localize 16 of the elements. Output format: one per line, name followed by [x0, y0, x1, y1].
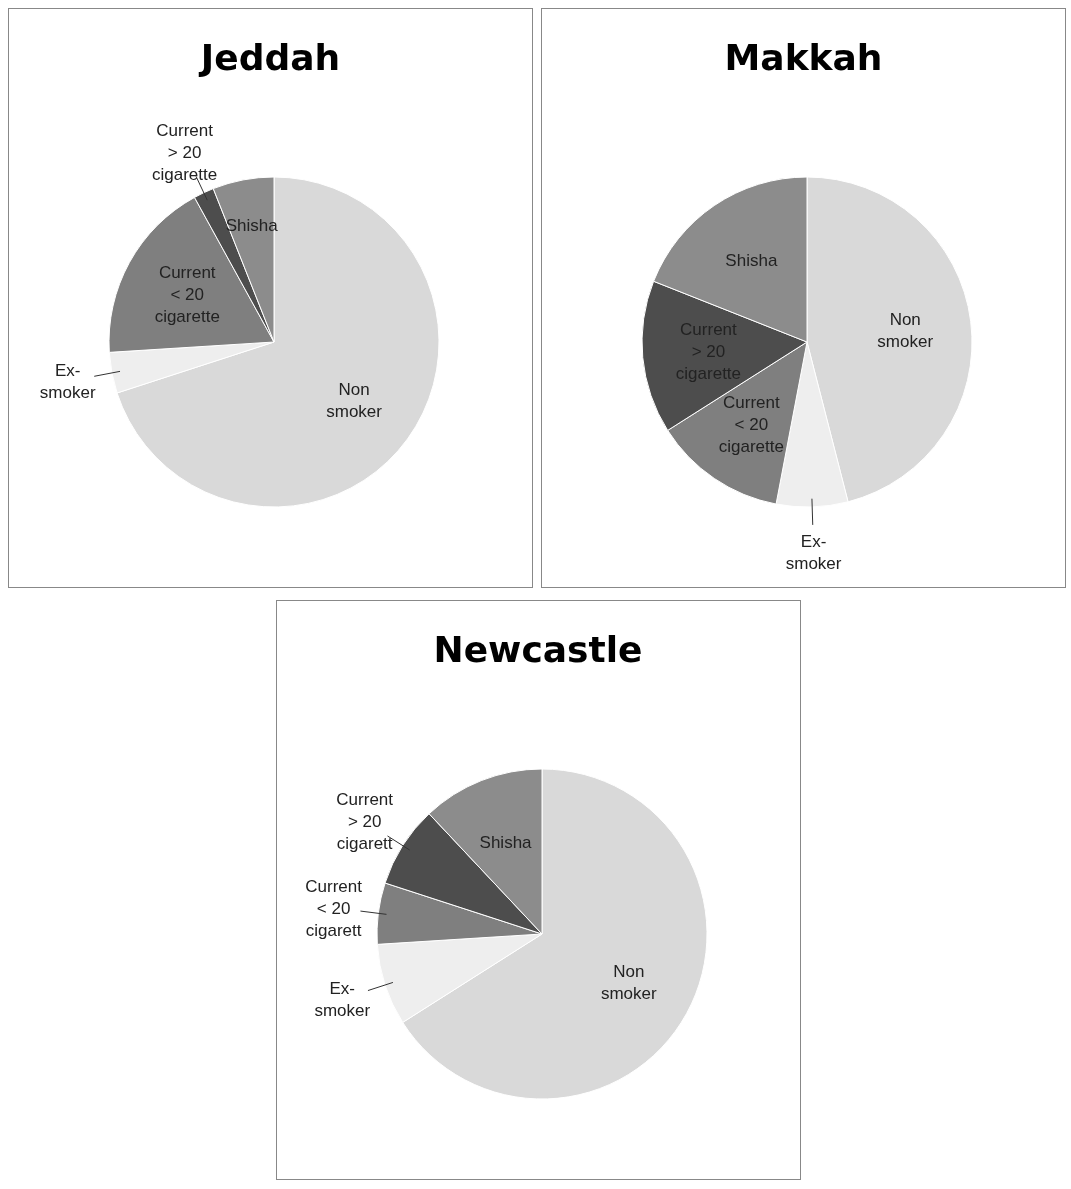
slice-label: Ex-smoker: [313, 978, 370, 1020]
slice-label: Current < 20 cigarette: [718, 392, 784, 456]
slice-label: Current < 20 cigarett: [304, 876, 362, 940]
slice-label: Current > 20 cigarette: [151, 120, 218, 184]
chart-title: Makkah: [723, 36, 884, 80]
slice-label: Ex-smoker: [785, 531, 842, 573]
slice-label: Shisha: [479, 832, 532, 852]
chart-title: Jeddah: [197, 36, 342, 80]
slice-label: Non smoker: [326, 379, 383, 421]
chart-title: Newcastle: [432, 628, 644, 672]
slice-label: Current < 20 cigarette: [154, 262, 220, 326]
slice-label: Ex-smoker: [39, 360, 96, 402]
slice-label: Current > 20 cigarett: [335, 789, 393, 853]
slice-label: Non smoker: [600, 961, 657, 1003]
slice-label: Shisha: [725, 250, 778, 270]
slice-label: Non smoker: [877, 309, 934, 351]
